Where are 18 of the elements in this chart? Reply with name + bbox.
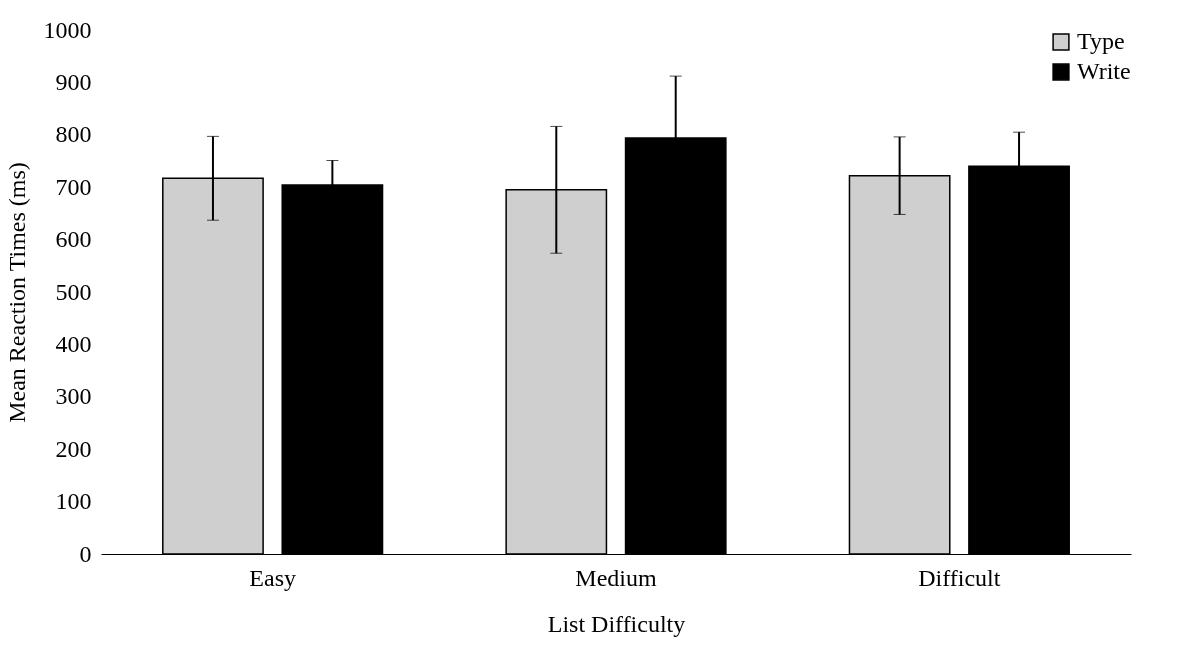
- y-tick-label: 500: [55, 278, 92, 305]
- y-tick-label: 0: [79, 540, 92, 567]
- legend-label: Write: [1077, 58, 1131, 84]
- x-tick-label: Medium: [575, 564, 657, 591]
- y-tick-label: 800: [55, 121, 92, 148]
- y-tick-label: 900: [55, 68, 92, 95]
- x-axis-title: List Difficulty: [547, 610, 686, 637]
- x-tick-label: Easy: [249, 564, 296, 591]
- x-tick-label: Difficult: [918, 564, 1001, 591]
- y-tick-label: 100: [55, 488, 92, 515]
- y-tick-label: 700: [55, 173, 92, 200]
- y-axis-title: Mean Reaction Times (ms): [3, 162, 30, 423]
- y-tick-label: 400: [55, 330, 92, 357]
- y-tick-label: 1000: [43, 16, 92, 43]
- legend-label: Type: [1077, 28, 1125, 54]
- y-tick-label: 600: [55, 226, 92, 253]
- y-tick-label: 300: [55, 383, 92, 410]
- y-tick-label: 200: [55, 435, 92, 462]
